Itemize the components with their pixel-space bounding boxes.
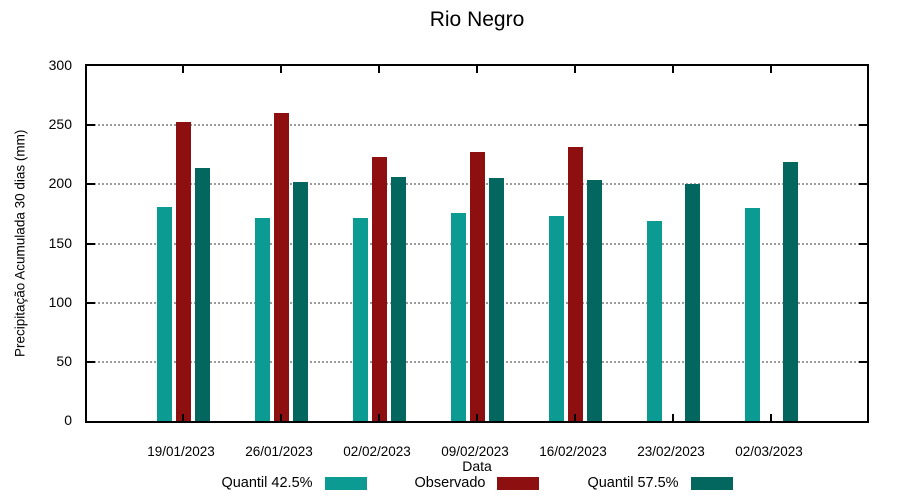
legend-entry: Quantil 57.5% (587, 475, 733, 492)
bar (684, 184, 700, 421)
bar (646, 221, 662, 421)
legend-label: Quantil 57.5% (587, 475, 679, 491)
legend-swatch (324, 477, 367, 490)
x-tick-mark (574, 66, 576, 73)
x-tick-mark (476, 66, 478, 73)
bar (567, 146, 583, 421)
y-tick-mark (87, 183, 95, 186)
bar-group (254, 66, 308, 421)
x-tick-label: 26/01/2023 (245, 444, 313, 459)
y-tick-label: 250 (48, 116, 72, 133)
y-tick-label: 300 (48, 57, 72, 73)
y-tick-label: 100 (48, 293, 72, 310)
bar (782, 161, 798, 421)
bar (488, 178, 504, 421)
x-tick-label: 09/02/2023 (441, 444, 509, 459)
bar (156, 206, 172, 421)
bar-group (156, 66, 210, 421)
x-tick-mark (280, 66, 282, 73)
legend-swatch (497, 477, 540, 490)
x-tick-label: 19/01/2023 (147, 444, 215, 459)
y-tick-mark (859, 360, 867, 363)
y-tick-label: 0 (64, 412, 72, 428)
x-tick-mark (280, 414, 282, 421)
bar-group (744, 66, 798, 421)
bar (469, 152, 485, 421)
x-tick-mark (770, 414, 772, 421)
bar (390, 177, 406, 421)
legend-entry: Quantil 42.5% (221, 475, 367, 492)
bar (371, 157, 387, 421)
x-axis-title: Data (462, 458, 492, 474)
y-tick-mark (859, 183, 867, 186)
bar-group (450, 66, 504, 421)
x-tick-label: 16/02/2023 (539, 444, 607, 459)
bar (254, 217, 270, 421)
x-tick-mark (672, 414, 674, 421)
plot-area (85, 64, 869, 423)
x-tick-mark (182, 66, 184, 73)
legend-entry: Observado (415, 475, 540, 492)
bar-group (548, 66, 602, 421)
gridline (87, 124, 867, 127)
bar (548, 216, 564, 421)
bar-group (646, 66, 700, 421)
legend: Quantil 42.5% Observado Quantil 57.5% (85, 475, 869, 492)
bar (273, 113, 289, 421)
bar (352, 217, 368, 421)
legend-swatch (690, 477, 733, 490)
y-tick-mark (859, 124, 867, 127)
bar (586, 179, 602, 421)
x-tick-label: 02/03/2023 (735, 444, 803, 459)
x-tick-mark (672, 66, 674, 73)
y-tick-mark (87, 242, 95, 245)
bar (175, 121, 191, 421)
x-tick-mark (378, 66, 380, 73)
bar (450, 212, 466, 421)
y-tick-label: 150 (48, 234, 72, 251)
bar (194, 167, 210, 421)
y-tick-label: 50 (56, 352, 72, 369)
bar (744, 208, 760, 421)
y-tick-mark (87, 301, 95, 304)
y-tick-mark (859, 301, 867, 304)
bar-group (352, 66, 406, 421)
x-tick-mark (182, 414, 184, 421)
chart-title: Rio Negro (429, 8, 525, 31)
x-tick-mark (476, 414, 478, 421)
x-tick-mark (574, 414, 576, 421)
x-tick-label: 23/02/2023 (637, 444, 705, 459)
legend-label: Observado (414, 475, 486, 491)
bar (292, 182, 308, 421)
y-tick-mark (859, 242, 867, 245)
x-tick-label: 02/02/2023 (343, 444, 411, 459)
x-tick-mark (378, 414, 380, 421)
x-tick-mark (770, 66, 772, 73)
y-tick-label: 200 (48, 175, 72, 192)
legend-label: Quantil 42.5% (221, 475, 313, 491)
y-tick-mark (87, 360, 95, 363)
y-tick-mark (87, 124, 95, 127)
